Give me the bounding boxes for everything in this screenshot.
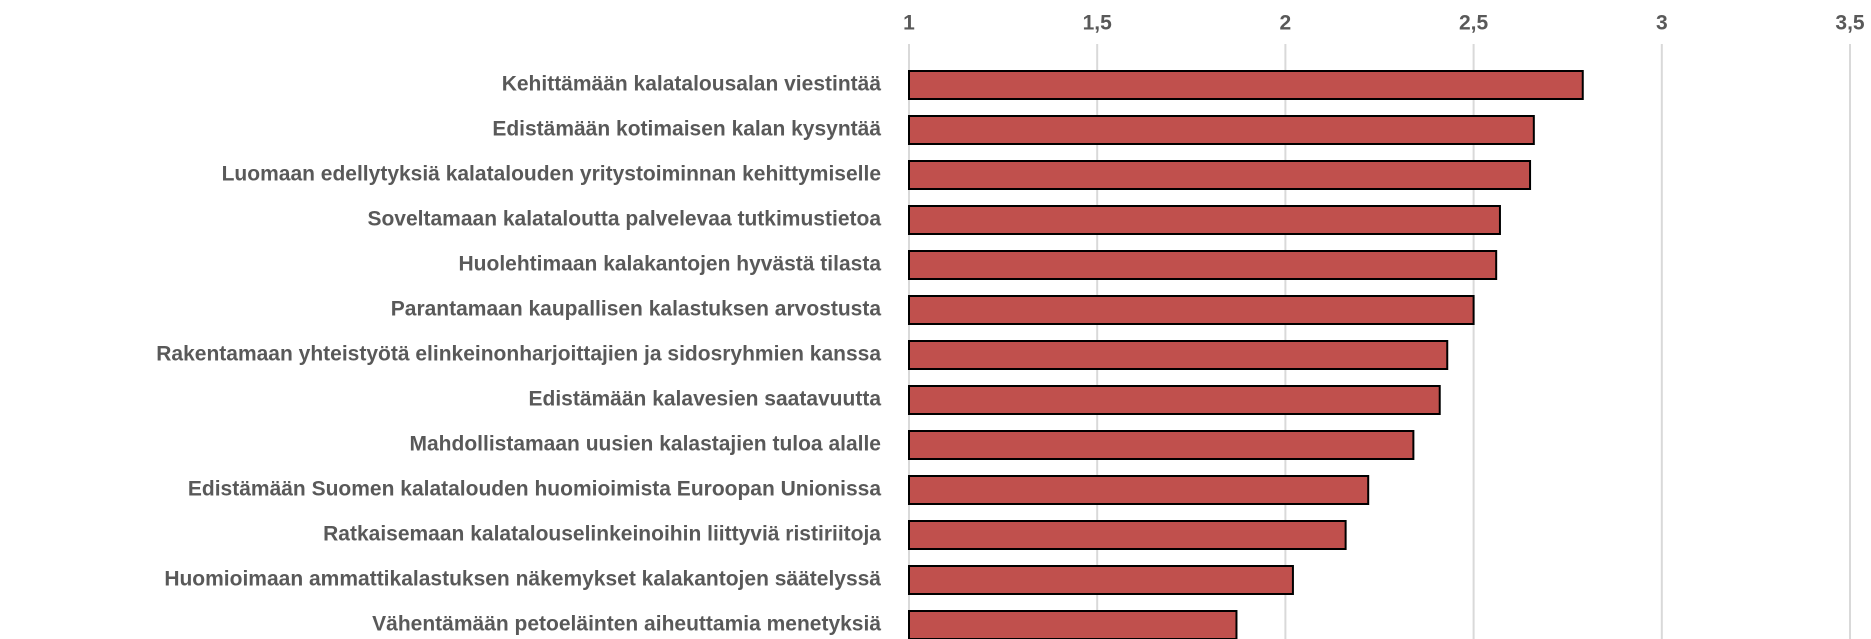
bar <box>908 520 1347 550</box>
y-tick-label: Ratkaisemaan kalatalouselinkeinoihin lii… <box>323 523 881 546</box>
bar <box>908 340 1449 370</box>
x-tick-label: 3,5 <box>1835 12 1865 35</box>
bar <box>908 430 1415 460</box>
x-tick-label: 1 <box>903 12 915 35</box>
y-tick-label: Huomioimaan ammattikalastuksen näkemykse… <box>164 568 881 591</box>
y-tick-label: Vähentämään petoeläinten aiheuttamia men… <box>372 613 881 636</box>
y-tick-label: Kehittämään kalatalousalan viestintää <box>502 73 882 96</box>
y-tick-label: Luomaan edellytyksiä kalatalouden yritys… <box>222 163 881 186</box>
bar <box>908 610 1238 639</box>
bar <box>908 295 1475 325</box>
bar <box>908 475 1370 505</box>
y-tick-label: Edistämään kalavesien saatavuutta <box>528 388 881 411</box>
y-tick-label: Parantamaan kaupallisen kalastuksen arvo… <box>391 298 882 321</box>
y-tick-label: Rakentamaan yhteistyötä elinkeinonharjoi… <box>156 343 881 366</box>
y-tick-label: Edistämään kotimaisen kalan kysyntää <box>492 118 881 141</box>
x-tick-label: 2,5 <box>1459 12 1489 35</box>
x-tick-label: 3 <box>1656 12 1668 35</box>
y-tick-label: Huolehtimaan kalakantojen hyvästä tilast… <box>459 253 882 276</box>
x-tick-label: 1,5 <box>1083 12 1113 35</box>
bar <box>908 565 1294 595</box>
bar <box>908 385 1441 415</box>
y-tick-label: Soveltamaan kalataloutta palvelevaa tutk… <box>367 208 881 231</box>
bar <box>908 250 1498 280</box>
y-tick-label: Edistämään Suomen kalatalouden huomioimi… <box>188 478 881 501</box>
y-tick-label: Mahdollistamaan uusien kalastajien tuloa… <box>410 433 882 456</box>
bar <box>908 115 1535 145</box>
x-tick-label: 2 <box>1280 12 1292 35</box>
bar <box>908 160 1532 190</box>
bar <box>908 70 1584 100</box>
bar <box>908 205 1501 235</box>
